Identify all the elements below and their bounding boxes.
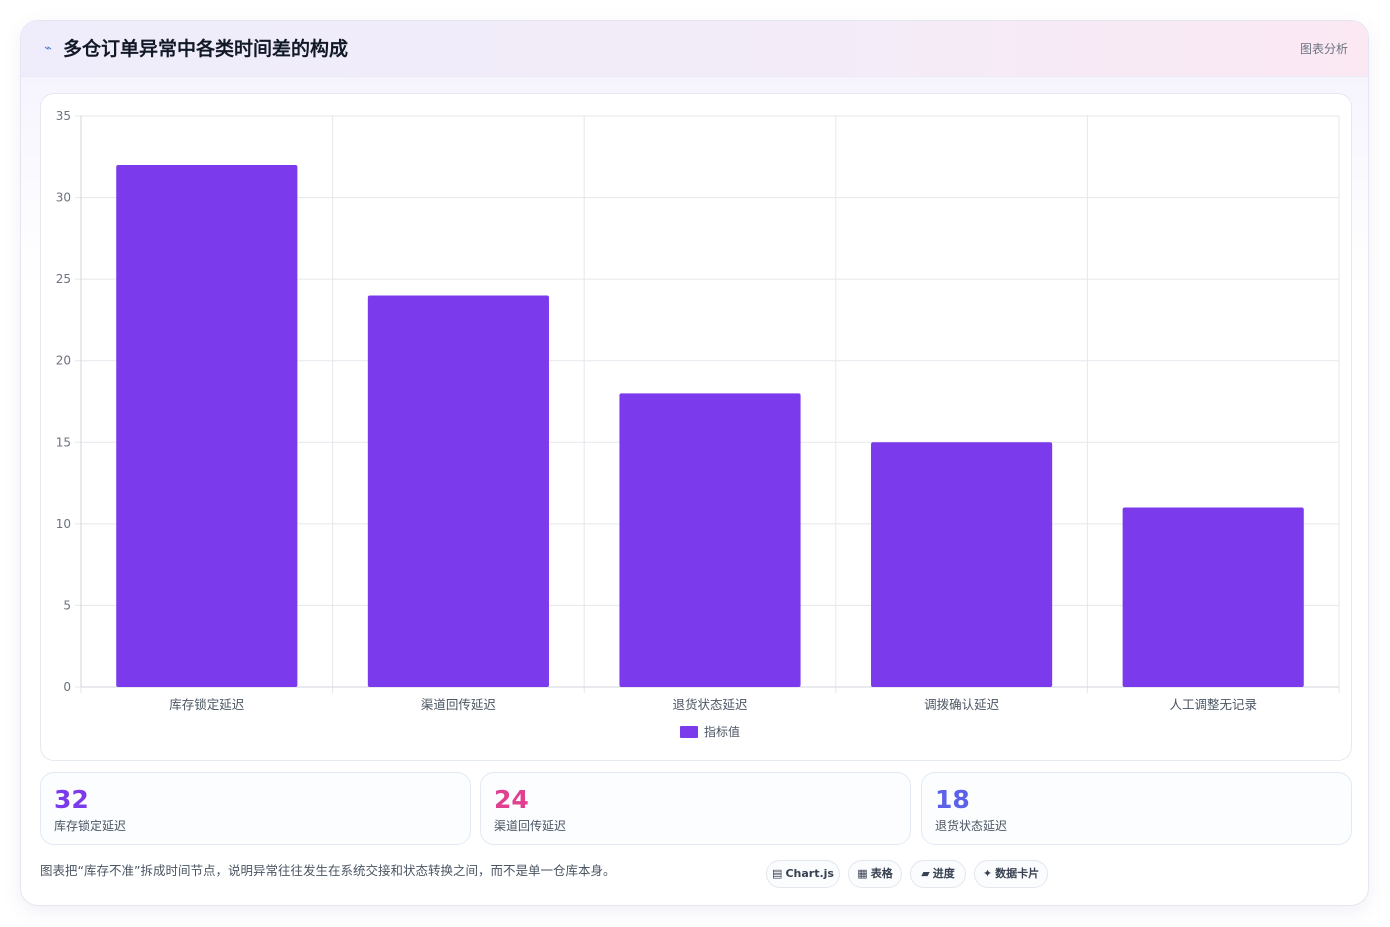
bar bbox=[367, 295, 549, 687]
chip-data-cards[interactable]: ✦ 数据卡片 bbox=[974, 860, 1048, 888]
y-tick-label: 15 bbox=[56, 435, 71, 449]
chip-chartjs[interactable]: ▤ Chart.js bbox=[766, 860, 840, 888]
x-tick-label: 退货状态延迟 bbox=[672, 697, 748, 712]
progress-icon: ▰ bbox=[921, 867, 930, 880]
bar bbox=[116, 164, 298, 687]
chip-table[interactable]: ▦ 表格 bbox=[848, 860, 902, 888]
legend-swatch bbox=[680, 726, 698, 738]
trend-line-icon: ⌁ bbox=[44, 41, 52, 56]
stat-card-3: 18 退货状态延迟 bbox=[921, 772, 1352, 845]
table-icon: ▦ bbox=[857, 867, 868, 880]
y-tick-label: 0 bbox=[63, 680, 71, 694]
x-tick-label: 调拨确认延迟 bbox=[924, 697, 1000, 712]
y-tick-label: 35 bbox=[56, 109, 71, 123]
y-tick-label: 25 bbox=[56, 272, 71, 286]
sparkle-icon: ✦ bbox=[982, 867, 993, 880]
chip-label: 表格 bbox=[870, 867, 893, 880]
bar-chart: 0 5 10 15 20 25 30 35 库存锁定延迟 渠道回传延迟 退货状态延迟 调拨确认延迟 人工… bbox=[56, 109, 1340, 739]
stat-label: 退货状态延迟 bbox=[935, 819, 1008, 833]
legend-label: 指标值 bbox=[704, 724, 740, 739]
stat-card-2: 24 渠道回传延迟 bbox=[480, 772, 911, 845]
stat-value: 24 bbox=[494, 785, 529, 814]
chip-label: 数据卡片 bbox=[995, 867, 1040, 880]
x-tick-label: 库存锁定延迟 bbox=[169, 697, 245, 712]
stat-value: 32 bbox=[54, 785, 89, 814]
chip-label: 进度 bbox=[932, 867, 955, 880]
chart-card: ⌁ 多仓订单异常中各类时间差的构成 图表分析 0 5 10 15 20 25 30 35 库存锁… bbox=[20, 20, 1369, 906]
stat-card-1: 32 库存锁定延迟 bbox=[40, 772, 471, 845]
chart-icon: ▤ bbox=[772, 867, 783, 880]
card-header: ⌁ 多仓订单异常中各类时间差的构成 图表分析 bbox=[21, 21, 1368, 77]
y-tick-label: 30 bbox=[56, 191, 71, 205]
x-tick-label: 人工调整无记录 bbox=[1169, 697, 1257, 712]
x-tick-label: 渠道回传延迟 bbox=[421, 697, 497, 712]
bar bbox=[619, 393, 801, 687]
stat-label: 渠道回传延迟 bbox=[494, 819, 567, 833]
chart-analysis-tag: 图表分析 bbox=[1299, 42, 1348, 56]
stat-value: 18 bbox=[935, 785, 970, 814]
bar bbox=[871, 442, 1053, 687]
bar-chart-panel: 0 5 10 15 20 25 30 35 库存锁定延迟 渠道回传延迟 退货状态延迟 调拨确认延迟 人工… bbox=[40, 93, 1352, 761]
y-tick-label: 5 bbox=[63, 598, 71, 612]
chart-footnote: 图表把“库存不准”拆成时间节点，说明异常往往发生在系统交接和状态转换之间，而不是… bbox=[40, 863, 616, 878]
y-tick-label: 10 bbox=[56, 517, 71, 531]
y-tick-label: 20 bbox=[56, 354, 71, 368]
chip-progress[interactable]: ▰ 进度 bbox=[910, 860, 966, 888]
bar bbox=[1122, 507, 1304, 687]
chart-title: 多仓订单异常中各类时间差的构成 bbox=[63, 38, 349, 60]
stat-label: 库存锁定延迟 bbox=[54, 819, 127, 833]
chip-label: Chart.js bbox=[785, 867, 834, 880]
